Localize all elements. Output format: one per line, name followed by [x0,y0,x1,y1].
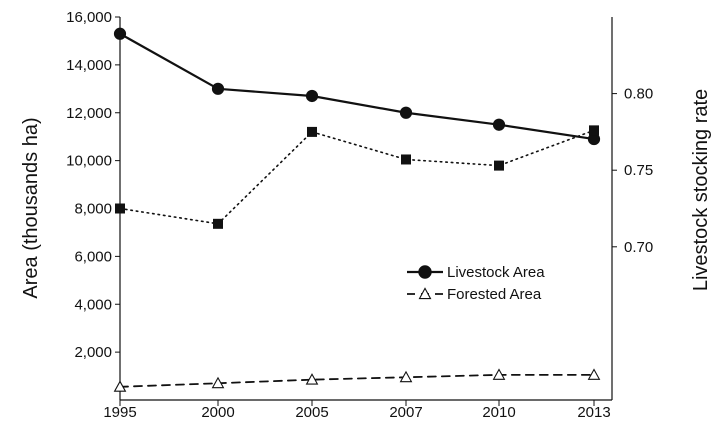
series-layer [113,27,601,392]
forested-area-point [211,376,225,389]
legend-livestock-area: Livestock Area [407,264,545,281]
stocking-rate-point [213,218,223,229]
axes-layer: 2,000 4,000 6,000 8,000 10,000 12,000 14,000 16… [20,9,712,421]
x-tick-label: 2010 [482,404,515,421]
right-y-axis-label: Livestock stocking rate [690,89,712,291]
legend-livestock-area-label: Livestock Area [447,264,545,281]
stocking-rate-point [401,154,411,165]
left-y-tick-label: 2,000 [74,344,112,361]
x-tick-label: 2005 [295,404,328,421]
legend-forested-area-label: Forested Area [447,286,542,303]
legend: Livestock Area Forested Area [407,264,545,303]
forested-area-point [587,368,601,380]
right-y-tick-label: 0.70 [624,239,653,256]
forested-area-point [113,380,127,392]
right-y-tick-label: 0.80 [624,86,653,103]
livestock-area-line [118,32,596,141]
livestock-area-point [113,27,127,40]
stocking-rate-point [589,125,599,136]
forested-area-point [399,370,413,383]
left-y-tick-label: 8,000 [74,201,112,218]
livestock-area-point [492,118,506,131]
stocking-rate-point [115,203,125,214]
x-tick-label: 1995 [103,404,136,421]
livestock-area-point [399,106,413,119]
left-y-tick-label: 12,000 [66,105,112,122]
left-y-tick-label: 16,000 [66,9,112,26]
legend-forested-area-marker [418,287,432,300]
x-tick-label: 2000 [201,404,234,421]
series-3-line [119,129,595,225]
legend-forested-area: Forested Area [407,286,542,303]
left-y-tick-label: 6,000 [74,248,112,265]
x-tick-label: 2013 [577,404,610,421]
right-y-tick-label: 0.75 [624,162,653,179]
stocking-rate-point [307,126,317,137]
livestock-area-point [305,89,319,103]
legend-livestock-area-marker [418,265,432,279]
forested-area-point [305,373,319,385]
x-tick-label: 2007 [389,404,422,421]
forested-area-line [119,373,595,388]
livestock-area-point [211,82,225,95]
forested-area-point [492,368,506,380]
left-y-tick-label: 14,000 [66,57,112,74]
left-y-tick-label: 4,000 [74,296,112,313]
left-y-tick-label: 10,000 [66,153,112,170]
left-y-axis-label: Area (thousands ha) [20,117,42,298]
stocking-rate-point [494,160,504,171]
